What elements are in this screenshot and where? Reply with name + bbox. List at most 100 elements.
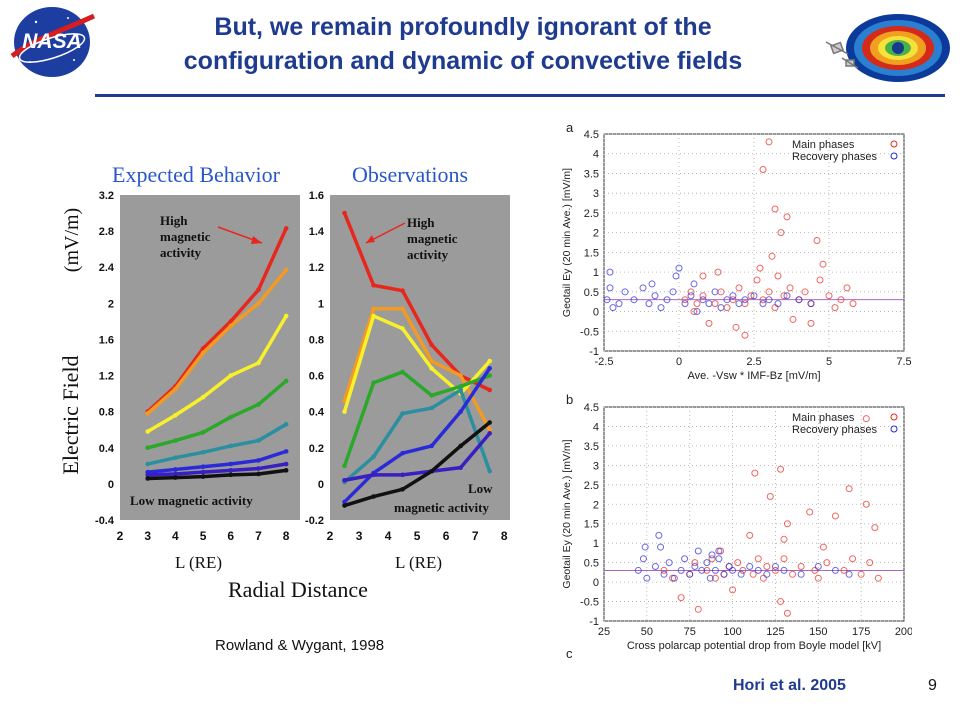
scatter-point: [694, 547, 702, 555]
data-point: [256, 301, 261, 306]
data-point: [283, 422, 289, 427]
scatter-point: [711, 288, 719, 296]
scatter-point: [747, 292, 755, 300]
x-tick-label: 175: [852, 626, 870, 638]
y-tick-label: 1.5: [584, 519, 599, 531]
scatter-point: [691, 563, 699, 571]
scatter-point: [801, 288, 809, 296]
y-tick-label: 3: [593, 460, 599, 472]
scatter-point: [645, 300, 653, 308]
data-point: [371, 306, 376, 312]
data-point: [429, 393, 434, 398]
data-point: [400, 288, 405, 293]
nasa-logo: NASA: [10, 7, 96, 77]
scatter-point: [651, 563, 659, 571]
data-point: [283, 468, 289, 473]
scatter-point: [606, 284, 614, 292]
x-tick-label: 2.5: [746, 356, 761, 368]
left-figure: Expected Behavior Observations Electric …: [58, 162, 510, 602]
scatter-point: [768, 252, 776, 260]
data-point: [145, 476, 150, 481]
data-point: [371, 380, 376, 386]
y-tick-label: 0: [318, 479, 324, 491]
data-point: [400, 487, 405, 492]
scatter-point: [759, 300, 767, 308]
data-point: [145, 411, 150, 416]
scatter-point: [717, 304, 725, 312]
scatter-point: [849, 300, 857, 308]
y-tick-label: 2: [593, 228, 599, 240]
scatter-point: [714, 268, 722, 276]
series-line: [342, 314, 491, 413]
data-point: [429, 443, 434, 449]
scatter-point: [840, 566, 848, 574]
scatter-point: [849, 555, 857, 563]
y-tick-label: 2.5: [584, 480, 599, 492]
data-point: [487, 387, 492, 393]
data-point: [371, 454, 376, 460]
data-point: [173, 467, 178, 472]
panel-title-observations: Observations: [352, 162, 468, 187]
scatter-point: [823, 559, 831, 567]
y-tick-label: 4.5: [584, 129, 599, 141]
y-tick-label: 3: [593, 188, 599, 200]
data-point: [228, 319, 234, 324]
x-tick-label: 8: [501, 529, 508, 543]
scatter-point: [843, 284, 851, 292]
scatter-point: [783, 292, 791, 300]
data-point: [228, 373, 234, 378]
y-axis-label: Geotail Ey (20 min Ave.) [mV/m]: [561, 439, 573, 588]
scatter-point: [655, 531, 663, 539]
data-point: [400, 472, 405, 478]
y-axis-unit: (mV/m): [61, 208, 83, 272]
y-tick-label: 1.5: [584, 247, 599, 259]
data-point: [342, 499, 347, 505]
data-point: [256, 466, 261, 471]
data-point: [256, 458, 261, 463]
scatter-point: [819, 260, 827, 268]
x-tick-label: 7: [472, 529, 479, 543]
title-line-1: But, we remain profoundly ignorant of th…: [214, 13, 712, 41]
scatter-point: [699, 272, 707, 280]
scatter-point: [703, 559, 711, 567]
data-point: [200, 469, 206, 475]
scatter-point: [698, 566, 706, 574]
x-tick-label: 200: [895, 626, 912, 638]
scatter-point: [687, 292, 695, 300]
data-point: [400, 411, 405, 416]
data-point: [429, 366, 434, 371]
data-point: [429, 358, 434, 364]
data-point: [342, 409, 347, 414]
y-axis-label: Electric Field: [58, 355, 83, 474]
x-axis-label: Cross polarcap potential drop from Boyle…: [627, 640, 881, 652]
data-point: [173, 412, 178, 418]
scatter-point: [657, 304, 665, 312]
scatter-point: [729, 566, 737, 574]
scatter-point: [706, 574, 714, 582]
scatter-point: [754, 555, 762, 563]
x-tick-label: 50: [641, 626, 653, 638]
data-point: [173, 438, 178, 443]
scatter-point: [763, 563, 771, 571]
scatter-point: [677, 566, 685, 574]
scatter-point: [777, 465, 785, 473]
annot-high-obs-1: High: [407, 215, 435, 230]
data-point: [429, 405, 434, 411]
scatter-point: [741, 296, 749, 304]
annot-high-obs-2: magnetic: [407, 231, 458, 246]
scatter-point: [780, 292, 788, 300]
data-point: [173, 475, 178, 480]
data-point: [400, 306, 405, 312]
y-tick-label: 0: [593, 577, 599, 589]
y-tick-label: 1: [318, 298, 324, 310]
data-point: [283, 313, 289, 319]
scatter-point: [857, 570, 865, 578]
scatter-point: [705, 319, 713, 327]
scatter-point: [621, 288, 629, 296]
series-line: [147, 468, 287, 481]
y-tick-label: 4: [593, 149, 599, 161]
scatter-point: [754, 566, 762, 574]
title-line-2: configuration and dynamic of convective …: [183, 47, 743, 75]
scatter-point: [766, 492, 774, 500]
scatter-point: [675, 264, 683, 272]
